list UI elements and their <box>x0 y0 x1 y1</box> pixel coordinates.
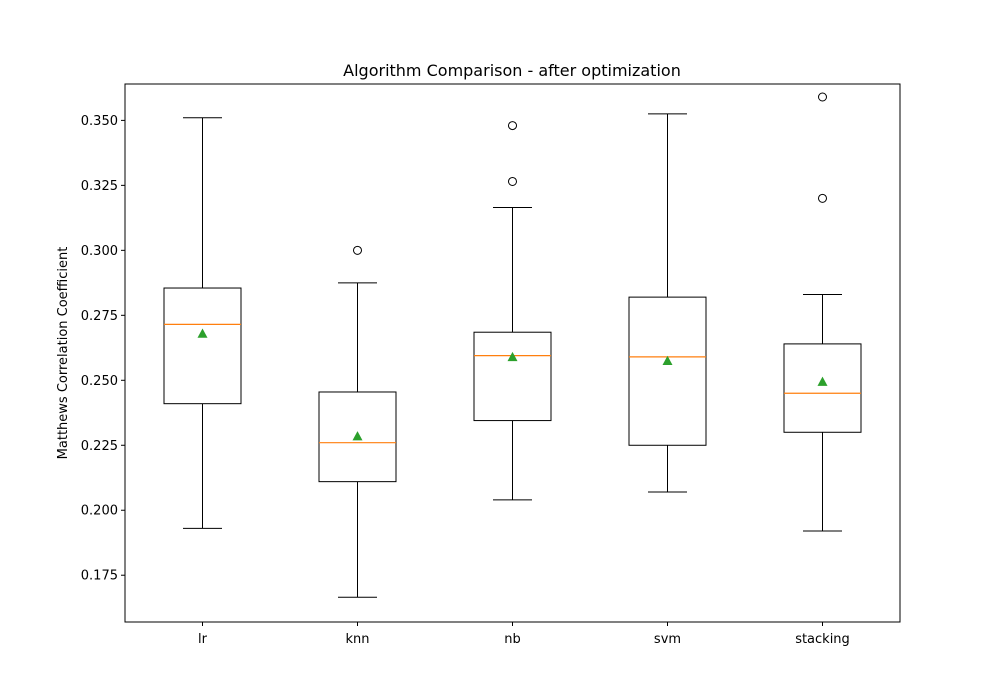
y-tick-label: 0.250 <box>81 374 118 389</box>
y-tick-label: 0.300 <box>81 244 118 259</box>
x-tick-label: svm <box>654 632 681 647</box>
x-tick-label: knn <box>345 632 369 647</box>
outlier-point <box>818 193 827 203</box>
chart-title: Algorithm Comparison - after optimizatio… <box>343 61 681 80</box>
x-tick-label: nb <box>504 632 521 647</box>
y-tick-label: 0.275 <box>81 309 118 324</box>
x-tick-label: stacking <box>795 632 850 647</box>
axes-frame <box>124 83 901 623</box>
y-tick-label: 0.200 <box>81 504 118 519</box>
outlier-point <box>818 92 827 102</box>
box-iqr <box>318 391 397 483</box>
box-iqr <box>783 343 862 433</box>
y-tick-label: 0.350 <box>81 114 118 129</box>
outlier-point <box>353 245 362 255</box>
outlier-point <box>508 121 517 131</box>
box-lr <box>163 117 242 529</box>
box-iqr <box>163 287 242 405</box>
x-tick-label: lr <box>198 632 208 647</box>
mean-marker <box>507 351 518 362</box>
mean-marker <box>352 431 363 441</box>
mean-marker <box>197 328 208 338</box>
y-tick-label: 0.325 <box>81 179 118 194</box>
plot-area: 0.175 0.200 0.225 0.250 0.275 0.300 0.325 0.350… <box>81 92 862 647</box>
mean-marker <box>662 355 673 366</box>
box-iqr <box>628 296 707 446</box>
mean-marker <box>817 376 828 386</box>
y-tick-label: 0.175 <box>81 569 118 584</box>
y-tick-label: 0.225 <box>81 439 118 454</box>
box-stacking <box>783 92 862 532</box>
box-nb <box>473 121 552 501</box>
box-knn <box>318 245 397 598</box>
y-axis-label: Matthews Correlation Coefficient <box>56 247 71 460</box>
box-svm <box>628 113 707 493</box>
box-iqr <box>473 331 552 422</box>
outlier-point <box>508 176 517 186</box>
